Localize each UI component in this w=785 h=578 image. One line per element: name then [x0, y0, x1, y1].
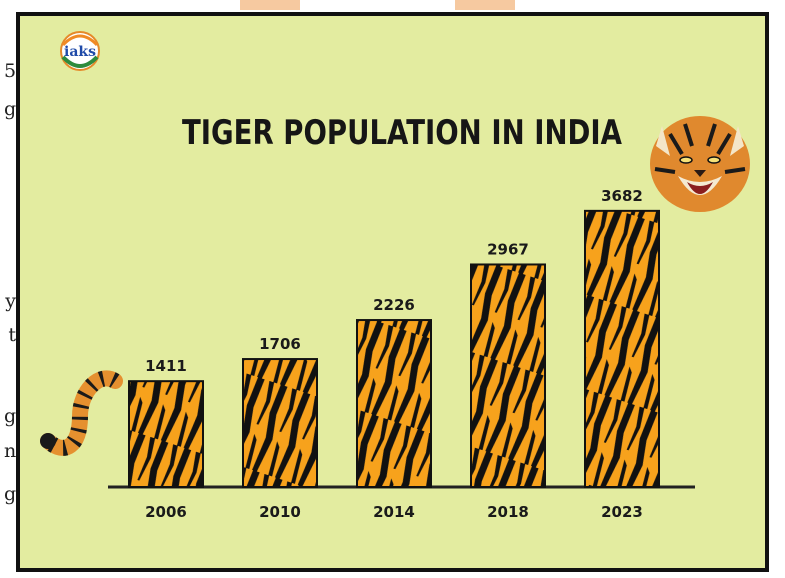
- value-label-2006: 1411: [145, 357, 187, 375]
- value-label-2023: 3682: [601, 187, 643, 205]
- background-decoration-right: [455, 0, 515, 10]
- chart-title: TIGER POPULATION IN INDIA: [182, 113, 623, 153]
- bar-2023: [584, 209, 660, 488]
- year-label-2014: 2014: [373, 503, 415, 521]
- labels-layer: 1411 2006 1706 2010 2226 2014 2967 2018 3682 2023: [145, 187, 643, 521]
- tiger-tail-illustration: [40, 370, 123, 456]
- tiger-head-illustration: [650, 116, 750, 212]
- edge-text-3: y: [5, 290, 16, 312]
- iaks-logo: iaks: [60, 31, 100, 71]
- infographic-frame: iaks TIGER POPULATION IN INDIA: [16, 12, 769, 572]
- year-label-2023: 2023: [601, 503, 643, 521]
- bar-2010: [242, 358, 318, 488]
- bars-layer: [128, 209, 660, 488]
- edge-text-5: g: [4, 405, 17, 427]
- edge-text-6: n: [4, 440, 17, 462]
- edge-text-4: t: [8, 324, 16, 346]
- year-label-2006: 2006: [145, 503, 187, 521]
- bar-2014: [356, 319, 432, 488]
- bar-2018: [470, 263, 546, 488]
- value-label-2014: 2226: [373, 296, 415, 314]
- bar-2006: [128, 380, 204, 488]
- year-label-2010: 2010: [259, 503, 301, 521]
- edge-text-2: g: [4, 98, 17, 120]
- edge-text-1: 5: [4, 60, 17, 82]
- year-label-2018: 2018: [487, 503, 529, 521]
- value-label-2010: 1706: [259, 335, 301, 353]
- value-label-2018: 2967: [487, 240, 529, 258]
- logo-text: iaks: [64, 44, 96, 60]
- background-decoration-left: [240, 0, 300, 10]
- chart: iaks TIGER POPULATION IN INDIA: [40, 31, 750, 521]
- edge-text-7: g: [4, 483, 17, 505]
